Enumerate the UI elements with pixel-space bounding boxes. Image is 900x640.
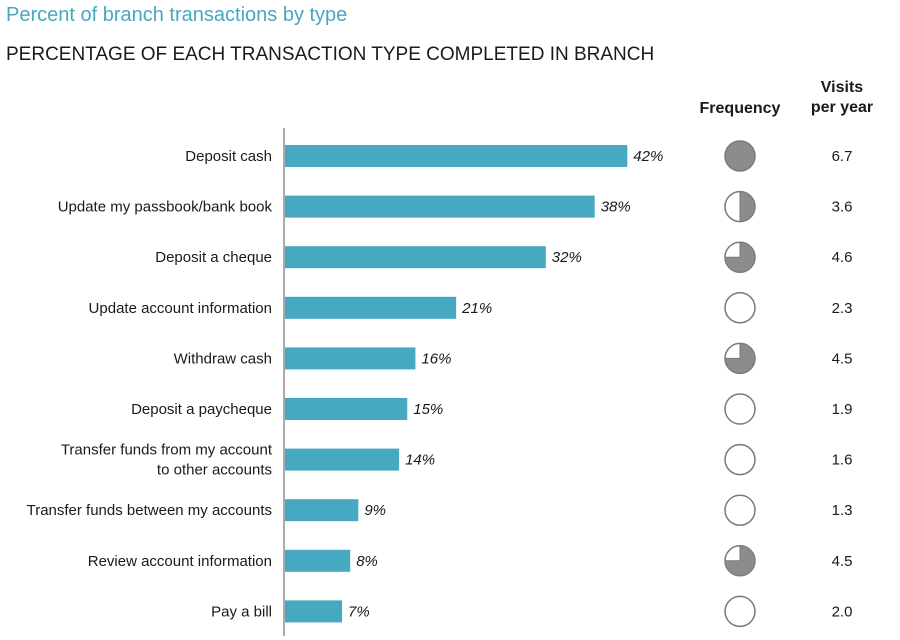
- category-label: Transfer funds from my account: [61, 442, 273, 459]
- frequency-pie-icon: [724, 342, 756, 375]
- frequency-column-header: Frequency: [699, 100, 781, 117]
- category-label: Deposit cash: [185, 148, 272, 165]
- bar-value-label: 42%: [633, 148, 663, 165]
- frequency-pie-icon: [724, 190, 756, 223]
- category-label: Update account information: [89, 300, 272, 317]
- bar: [285, 246, 546, 269]
- frequency-pie-icon: [724, 494, 756, 526]
- frequency-pie-icon: [724, 140, 756, 172]
- category-label: Review account information: [88, 553, 272, 570]
- bar: [285, 347, 416, 370]
- visits-per-year-value: 4.6: [832, 249, 853, 266]
- bar-value-label: 8%: [356, 553, 378, 570]
- visits-per-year-value: 1.9: [832, 401, 853, 418]
- bar-value-label: 14%: [405, 452, 435, 469]
- bar-value-label: 7%: [348, 603, 370, 620]
- visits-header-line2: per year: [810, 99, 874, 116]
- frequency-pie-icon: [724, 443, 756, 476]
- visits-header-line1: Visits: [820, 79, 864, 96]
- category-label: Update my passbook/bank book: [58, 199, 273, 216]
- bar-value-label: 32%: [552, 249, 582, 266]
- bar: [285, 549, 351, 572]
- chart-title: Percent of branch transactions by type: [6, 4, 348, 26]
- bar: [285, 195, 595, 218]
- bar-value-label: 9%: [364, 502, 386, 519]
- bar: [285, 499, 359, 522]
- category-label: Pay a bill: [211, 603, 272, 620]
- category-label: Deposit a paycheque: [131, 401, 272, 418]
- bar: [285, 448, 400, 471]
- category-label: to other accounts: [157, 462, 272, 479]
- visits-per-year-value: 1.3: [832, 502, 853, 519]
- visits-per-year-value: 2.3: [832, 300, 853, 317]
- bar: [285, 398, 408, 420]
- chart-subtitle: PERCENTAGE OF EACH TRANSACTION TYPE COMP…: [6, 44, 655, 65]
- frequency-pie-icon: [724, 393, 756, 425]
- bar: [285, 600, 343, 623]
- frequency-pie-icon: [724, 595, 756, 628]
- chart-rows: Deposit cash 42% 6.7 Update my passbook/ban…: [27, 140, 853, 628]
- visits-column-header: Visits per year: [800, 78, 884, 118]
- visits-per-year-value: 4.5: [832, 350, 853, 367]
- frequency-pie-icon: [724, 241, 756, 273]
- visits-per-year-value: 3.6: [832, 199, 853, 216]
- bar-value-label: 21%: [461, 300, 492, 317]
- visits-per-year-value: 4.5: [832, 553, 853, 570]
- bar-value-label: 38%: [601, 199, 631, 216]
- category-label: Transfer funds between my accounts: [27, 502, 272, 519]
- bar: [285, 296, 457, 319]
- bar-value-label: 16%: [421, 350, 451, 367]
- bar-value-label: 15%: [413, 401, 443, 418]
- frequency-pie-icon: [724, 292, 756, 324]
- visits-per-year-value: 2.0: [832, 603, 853, 620]
- visits-per-year-value: 1.6: [832, 452, 853, 469]
- frequency-pie-icon: [724, 545, 756, 577]
- bar: [285, 145, 628, 167]
- category-label: Deposit a cheque: [155, 249, 272, 266]
- category-label: Withdraw cash: [174, 350, 272, 367]
- visits-per-year-value: 6.7: [832, 148, 853, 165]
